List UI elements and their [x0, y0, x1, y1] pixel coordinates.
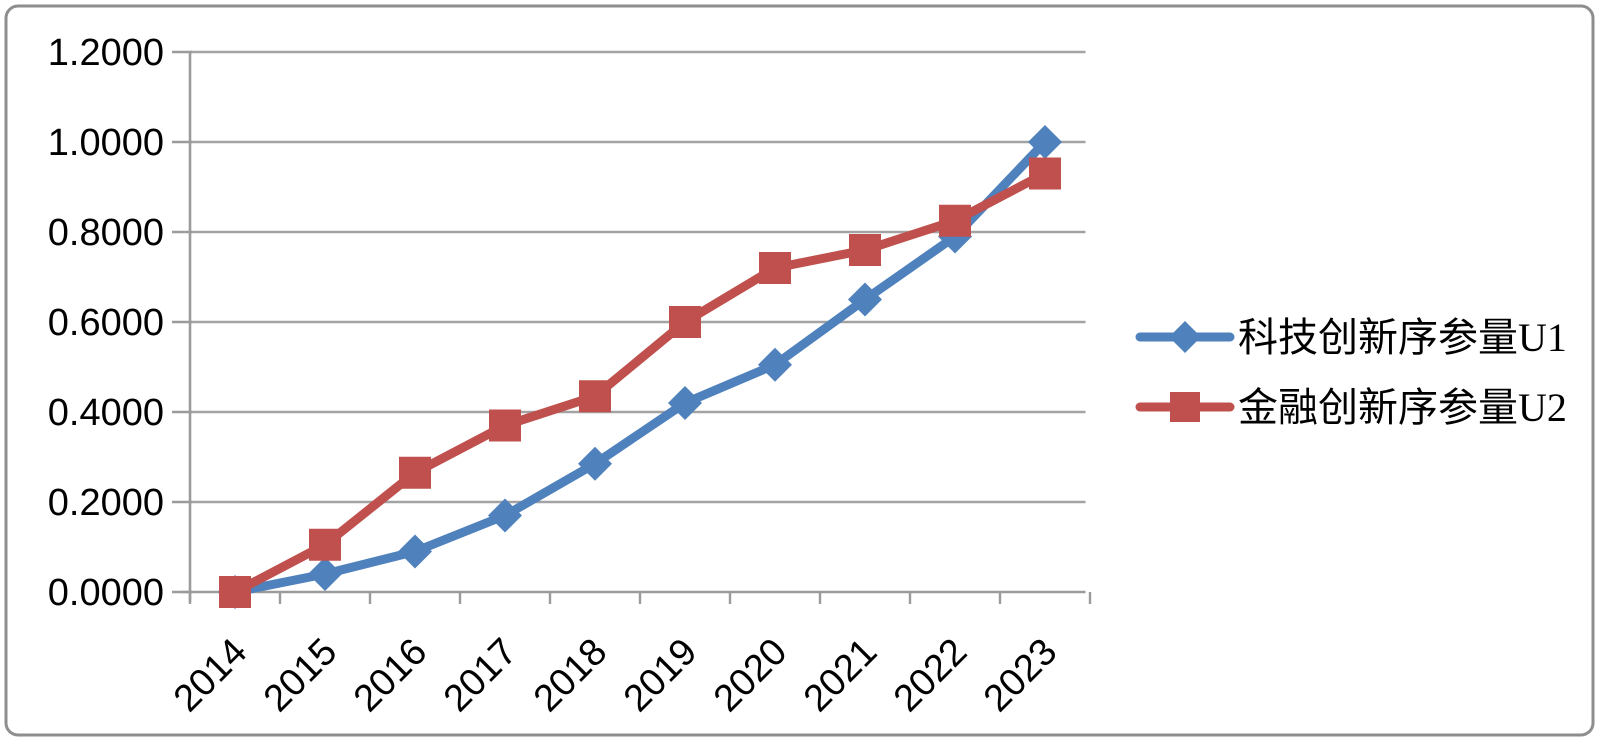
y-tick-label: 0.2000 [48, 482, 164, 524]
square-marker [759, 252, 791, 284]
legend-label: 金融创新序参量U2 [1238, 385, 1567, 430]
square-marker [579, 380, 611, 413]
square-marker [1029, 157, 1061, 190]
y-tick-label: 0.8000 [48, 212, 164, 254]
series-line-1 [230, 169, 1050, 597]
square-marker [399, 456, 431, 489]
square-marker [669, 306, 701, 338]
diamond-marker [758, 347, 792, 382]
y-tick-label: 0.6000 [48, 302, 164, 344]
square-marker [309, 528, 341, 561]
y-tick-label: 1.0000 [48, 122, 164, 164]
y-tick-label: 0.0000 [48, 572, 164, 614]
y-tick-label: 0.4000 [48, 392, 164, 434]
diamond-marker [848, 282, 882, 317]
square-marker [939, 204, 971, 237]
y-tick-label: 1.2000 [48, 32, 164, 74]
diamond-marker [398, 534, 432, 569]
diamond-marker [1028, 125, 1062, 159]
square-marker [489, 409, 521, 442]
diamond-marker [488, 498, 522, 533]
series-line-0 [230, 137, 1050, 597]
square-marker [849, 234, 881, 266]
diamond-marker [578, 446, 612, 481]
square-marker [219, 576, 251, 608]
legend-square-marker [1170, 392, 1200, 422]
diamond-marker [308, 557, 342, 591]
legend-diamond-marker [1169, 321, 1201, 353]
legend-label: 科技创新序参量U1 [1238, 315, 1567, 360]
diamond-marker [668, 386, 702, 420]
chart-frame-border [4, 4, 1595, 737]
